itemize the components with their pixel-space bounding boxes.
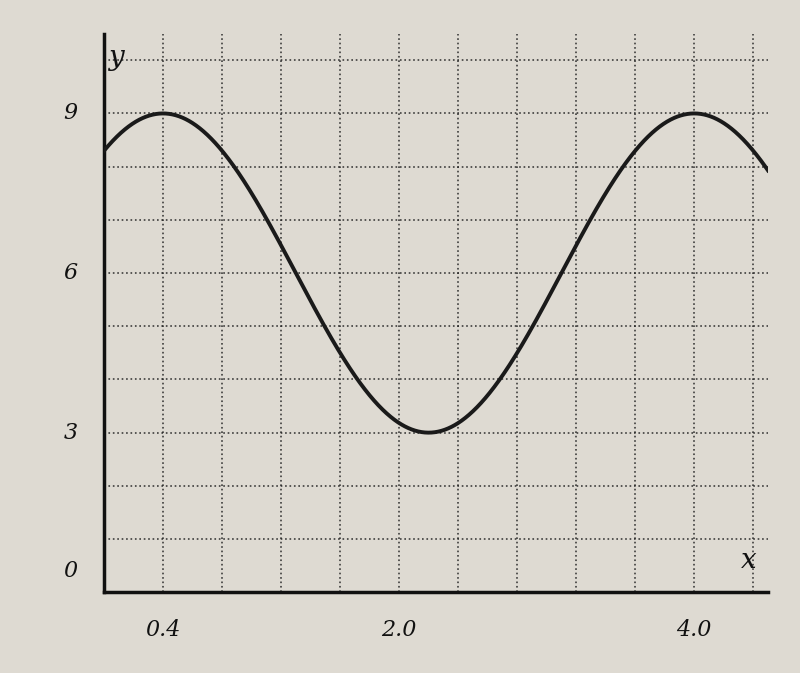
- Text: 0.4: 0.4: [146, 619, 181, 641]
- Text: x: x: [741, 546, 756, 573]
- Text: y: y: [108, 44, 124, 71]
- Text: 0: 0: [63, 560, 78, 581]
- Text: 2.0: 2.0: [382, 619, 417, 641]
- Text: 9: 9: [63, 102, 78, 125]
- Text: 6: 6: [63, 262, 78, 284]
- Text: 4.0: 4.0: [677, 619, 712, 641]
- Text: 3: 3: [63, 422, 78, 444]
